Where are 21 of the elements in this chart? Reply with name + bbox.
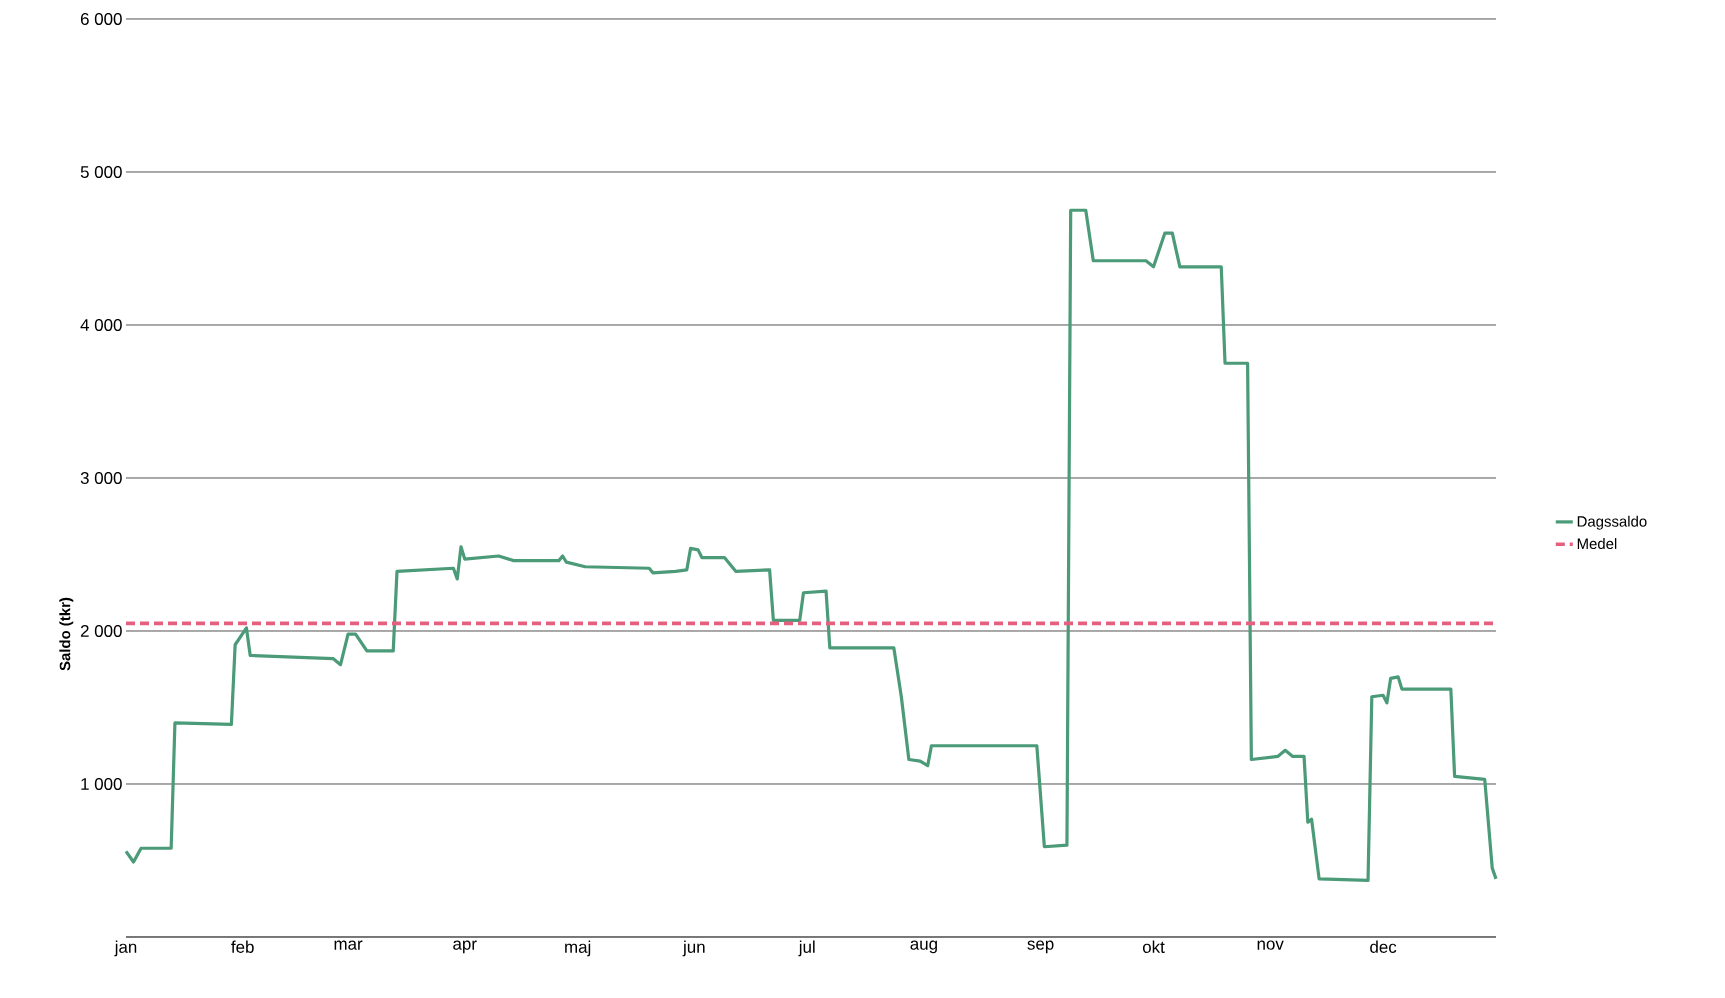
x-tick-label: sep — [1027, 940, 1054, 954]
legend-label: Dagssaldo — [1577, 515, 1647, 530]
x-tick-label: mar — [334, 940, 363, 950]
y-axis-title: Saldo (tkr) — [59, 597, 74, 671]
y-tick-label: 3 000 — [80, 471, 122, 484]
x-tick-label: jul — [798, 940, 815, 957]
y-tick-label: 4 000 — [80, 318, 122, 331]
legend-label: Medel — [1577, 538, 1617, 550]
x-tick-label: maj — [565, 940, 591, 957]
x-tick-label: jun — [682, 940, 705, 957]
x-tick-label: apr — [453, 940, 477, 954]
x-tick-label: okt — [1142, 940, 1165, 953]
x-tick-label: nov — [1257, 940, 1284, 950]
y-tick-label: 5 000 — [80, 165, 122, 178]
y-tick-label: 2 000 — [80, 625, 122, 637]
y-tick-label: 1 000 — [81, 778, 122, 790]
x-tick-label: feb — [231, 940, 254, 953]
y-tick-label: 6 000 — [80, 12, 122, 25]
x-tick-label: dec — [1370, 940, 1397, 953]
x-tick-label: aug — [910, 940, 937, 954]
x-tick-label: jan — [114, 940, 137, 957]
